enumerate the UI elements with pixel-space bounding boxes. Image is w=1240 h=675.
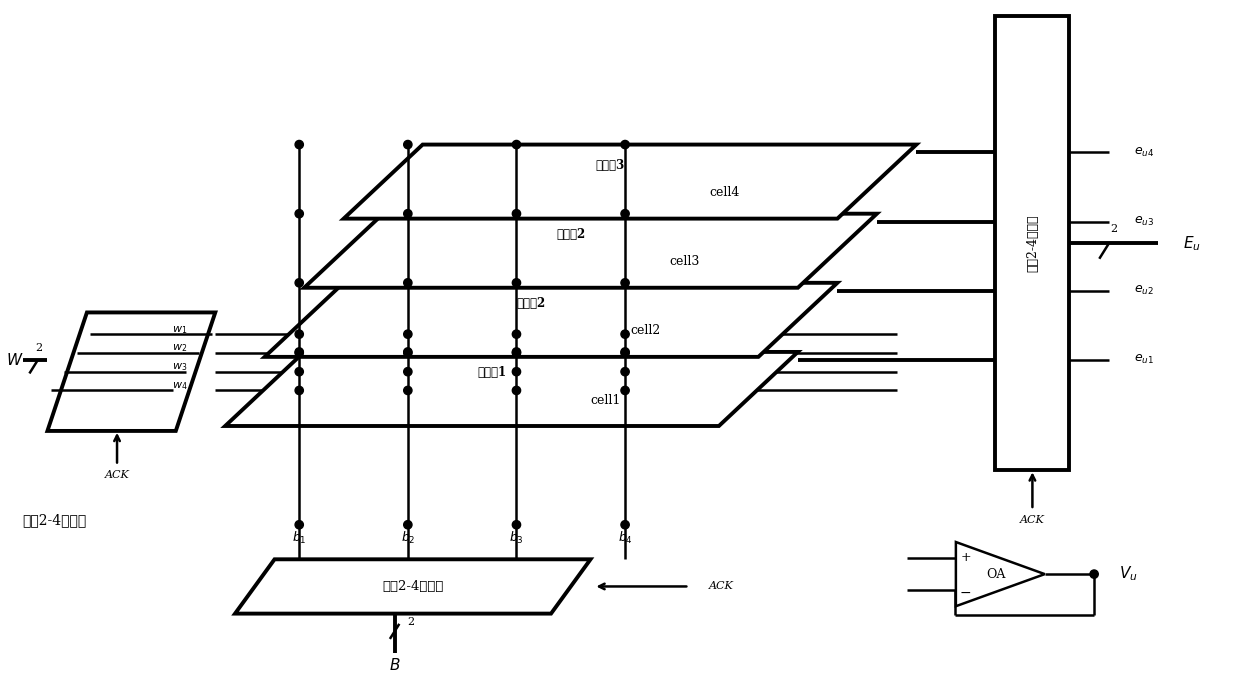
Circle shape: [404, 140, 412, 148]
Circle shape: [404, 367, 412, 376]
Circle shape: [404, 349, 412, 357]
Circle shape: [295, 349, 304, 357]
Circle shape: [404, 279, 412, 287]
Circle shape: [512, 140, 521, 148]
Polygon shape: [226, 352, 797, 426]
Text: $w_4$: $w_4$: [171, 380, 187, 392]
Circle shape: [295, 520, 304, 529]
Text: 输出线1: 输出线1: [477, 366, 506, 379]
Circle shape: [295, 348, 304, 356]
Circle shape: [621, 330, 629, 338]
Circle shape: [404, 520, 412, 529]
Circle shape: [295, 209, 304, 218]
Polygon shape: [47, 313, 216, 431]
Circle shape: [512, 349, 521, 357]
Circle shape: [512, 348, 521, 356]
Text: 2: 2: [1110, 225, 1117, 234]
Circle shape: [295, 386, 304, 395]
Text: 2: 2: [35, 343, 42, 353]
Text: ACK: ACK: [709, 581, 734, 591]
Circle shape: [621, 386, 629, 395]
Polygon shape: [956, 542, 1045, 606]
Polygon shape: [343, 144, 916, 219]
Polygon shape: [236, 560, 590, 614]
Circle shape: [621, 348, 629, 356]
Bar: [996, 16, 1069, 470]
Circle shape: [1090, 570, 1099, 578]
Text: +: +: [961, 551, 971, 564]
Text: cell2: cell2: [630, 325, 660, 338]
Text: −: −: [960, 586, 972, 600]
Text: $e_{u1}$: $e_{u1}$: [1133, 353, 1153, 367]
Text: $b_4$: $b_4$: [618, 529, 632, 545]
Text: $b_1$: $b_1$: [291, 529, 306, 545]
Text: 输出线2: 输出线2: [517, 297, 546, 310]
Text: $e_{u3}$: $e_{u3}$: [1133, 215, 1153, 228]
Text: $w_3$: $w_3$: [171, 361, 187, 373]
Text: $e_{u2}$: $e_{u2}$: [1133, 284, 1153, 297]
Text: 第三2-4译码器: 第三2-4译码器: [1025, 215, 1039, 272]
Text: OA: OA: [986, 568, 1006, 580]
Circle shape: [512, 386, 521, 395]
Polygon shape: [304, 214, 877, 288]
Text: $e_{u4}$: $e_{u4}$: [1133, 146, 1154, 159]
Text: $b_2$: $b_2$: [401, 529, 415, 545]
Text: ACK: ACK: [1021, 515, 1045, 524]
Text: 第二2-4译码器: 第二2-4译码器: [382, 580, 444, 593]
Text: 输出线2: 输出线2: [557, 228, 585, 241]
Circle shape: [621, 349, 629, 357]
Circle shape: [621, 279, 629, 287]
Circle shape: [404, 348, 412, 356]
Circle shape: [295, 330, 304, 338]
Text: $B$: $B$: [389, 657, 401, 673]
Text: $b_3$: $b_3$: [510, 529, 523, 545]
Polygon shape: [264, 283, 837, 357]
Text: cell3: cell3: [670, 255, 699, 269]
Text: 2: 2: [408, 618, 414, 628]
Text: $V_u$: $V_u$: [1118, 565, 1137, 583]
Circle shape: [404, 330, 412, 338]
Text: $w_2$: $w_2$: [171, 343, 187, 354]
Circle shape: [512, 520, 521, 529]
Text: ACK: ACK: [104, 470, 129, 481]
Text: 输出线3: 输出线3: [595, 159, 625, 172]
Text: cell4: cell4: [709, 186, 739, 199]
Circle shape: [621, 367, 629, 376]
Circle shape: [621, 209, 629, 218]
Text: $E_u$: $E_u$: [1183, 234, 1200, 252]
Circle shape: [295, 279, 304, 287]
Circle shape: [404, 209, 412, 218]
Text: cell1: cell1: [590, 394, 621, 406]
Circle shape: [512, 209, 521, 218]
Circle shape: [295, 367, 304, 376]
Text: 第一2-4译码器: 第一2-4译码器: [22, 513, 87, 526]
Text: $W$: $W$: [6, 352, 24, 368]
Circle shape: [404, 386, 412, 395]
Circle shape: [621, 520, 629, 529]
Text: $w_1$: $w_1$: [171, 324, 187, 335]
Circle shape: [512, 330, 521, 338]
Circle shape: [512, 367, 521, 376]
Circle shape: [295, 140, 304, 148]
Circle shape: [621, 140, 629, 148]
Circle shape: [512, 279, 521, 287]
